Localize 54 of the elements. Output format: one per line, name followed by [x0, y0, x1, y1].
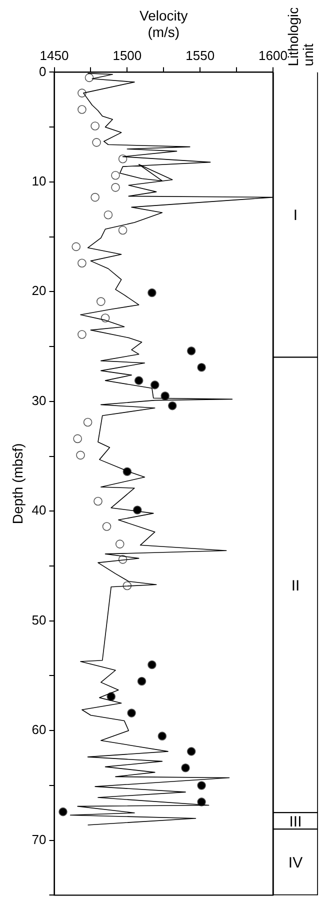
point	[118, 154, 128, 164]
point	[186, 346, 196, 356]
y-tick-label: 10	[32, 174, 46, 189]
x-axis-title: Velocity (m/s)	[140, 7, 188, 40]
series-label: IV	[288, 854, 303, 872]
y-tick-label: 30	[32, 392, 46, 408]
point	[168, 401, 177, 410]
point	[111, 183, 120, 192]
point	[104, 210, 113, 220]
point	[78, 258, 86, 268]
point	[73, 434, 82, 444]
point	[96, 297, 106, 306]
point	[160, 392, 170, 400]
x-tick-label: 1450	[40, 48, 69, 63]
point	[92, 138, 101, 147]
point	[197, 781, 206, 790]
x-tick-label: 1550	[186, 48, 215, 63]
series-label: III	[289, 813, 302, 830]
y-tick-label: 20	[32, 283, 46, 298]
point	[78, 105, 86, 114]
y-tick-label: 40	[32, 502, 46, 518]
point	[78, 88, 86, 98]
point	[83, 418, 92, 427]
point	[111, 170, 120, 180]
point	[115, 540, 124, 548]
y-tick-label: 60	[32, 722, 46, 738]
y-tick-label: 50	[32, 612, 46, 628]
point	[118, 226, 128, 235]
point	[90, 192, 100, 202]
x-tick-label: 1500	[112, 48, 142, 63]
y-axis-title: Depth (mbsf)	[9, 443, 26, 524]
point	[137, 676, 146, 686]
point	[197, 362, 206, 372]
point	[181, 764, 190, 772]
y-tick-label: 70	[32, 832, 46, 847]
point	[58, 807, 68, 816]
point	[72, 242, 81, 252]
point	[102, 522, 112, 531]
point	[127, 708, 136, 718]
x-tick-label: 1600	[258, 48, 288, 63]
point	[90, 122, 100, 130]
y-tick-label: 0	[39, 64, 46, 79]
point	[94, 496, 102, 506]
point	[84, 73, 94, 82]
point	[158, 732, 167, 740]
point	[134, 376, 144, 385]
point	[150, 380, 160, 390]
point	[186, 747, 196, 756]
point	[148, 660, 156, 670]
point	[76, 450, 85, 460]
point	[148, 288, 156, 298]
series-label: II	[291, 577, 300, 594]
series-label: I	[293, 206, 298, 224]
point	[78, 330, 86, 339]
